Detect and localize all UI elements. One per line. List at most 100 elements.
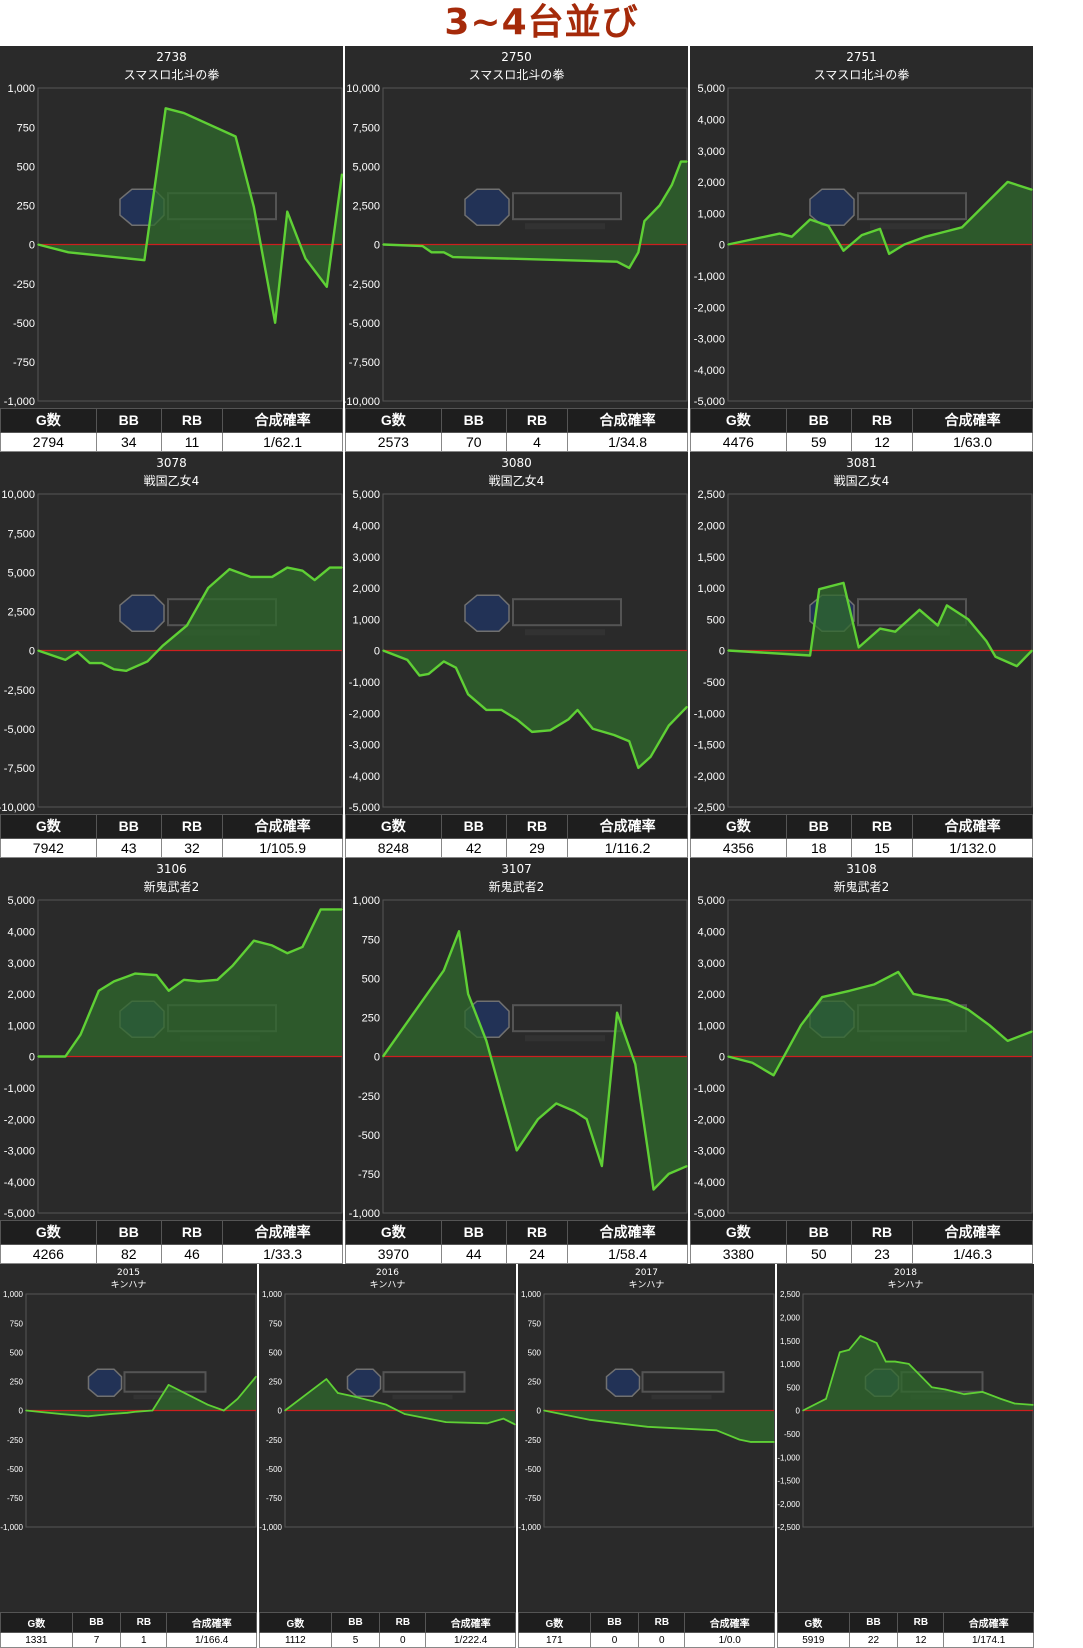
data-point: [879, 627, 881, 630]
data-point: [255, 1375, 257, 1378]
data-point: [385, 1403, 387, 1406]
stats-header: BB: [440, 814, 507, 839]
data-point: [37, 1055, 39, 1058]
data-point: [231, 964, 234, 967]
data-point: [64, 1055, 67, 1058]
y-tick-label: 0: [19, 1407, 24, 1416]
machine-number: 2738: [156, 50, 187, 64]
data-point: [637, 767, 640, 769]
data-point: [825, 1398, 827, 1400]
chart-svg: 2750 スマスロ北斗の拳 10,000 7,500 5,000 2,500 0 -2,500…: [345, 50, 688, 408]
data-point: [727, 649, 729, 652]
machine-model: スマスロ北斗の拳: [124, 67, 220, 82]
y-tick-label: 10,000: [346, 83, 380, 95]
data-point: [1031, 649, 1033, 652]
machine-number: 3107: [501, 862, 532, 876]
y-tick-label: 1,000: [521, 1290, 542, 1299]
data-point: [445, 1421, 447, 1423]
data-point: [458, 930, 460, 933]
y-tick-label: -4,000: [349, 771, 380, 783]
stats-table: G数 BB RB 合成確率 171 0 0 1/0.0: [518, 1612, 775, 1648]
stat-games: 4266: [0, 1243, 97, 1265]
y-tick-label: 0: [719, 646, 725, 658]
stat-bb: 7: [71, 1632, 122, 1648]
watermark-logo: [346, 1368, 466, 1400]
machine-model: キンハナ: [370, 1279, 406, 1290]
stat-rate: 1/105.9: [222, 837, 343, 859]
stats-table: G数 BB RB 合成確率 8248 42 29 1/116.2: [345, 814, 688, 859]
y-tick-label: -2,500: [4, 685, 35, 697]
y-tick-label: -3,000: [694, 334, 725, 346]
stats-header: 合成確率: [943, 1612, 1034, 1633]
data-point: [908, 1363, 910, 1365]
data-point: [155, 974, 158, 976]
y-tick-label: -7,500: [349, 357, 380, 369]
data-point: [643, 220, 646, 222]
data-point: [897, 971, 900, 973]
stats-header: 合成確率: [222, 814, 343, 839]
data-point: [912, 993, 915, 995]
stat-games: 1112: [259, 1632, 332, 1648]
machine-number: 3106: [156, 862, 187, 876]
y-tick-label: -1,500: [777, 1477, 800, 1486]
y-tick-label: 250: [528, 1378, 542, 1387]
stats-header: BB: [589, 1612, 640, 1633]
stats-header: G数: [345, 814, 442, 839]
y-tick-label: -5,000: [694, 396, 725, 408]
y-tick-label: -1,500: [694, 740, 725, 752]
y-tick-label: -4,000: [694, 365, 725, 377]
data-point: [857, 646, 860, 649]
data-point: [671, 184, 673, 186]
data-point: [486, 1422, 489, 1425]
machine-number: 2016: [376, 1268, 399, 1278]
stat-games: 2573: [345, 431, 442, 453]
stats-header: BB: [330, 1612, 381, 1633]
y-tick-label: 2,500: [697, 489, 725, 501]
chart-panel-3107: 3107 新鬼武者2 1,000 750 500 250 0 -250 -500 -750 -1,0…: [345, 858, 688, 1265]
y-tick-label: -500: [784, 1430, 801, 1439]
chart-panel-3078: 3078 戦国乙女4 10,000 7,500 5,000 2,500 0 -2,500 -5,…: [0, 452, 343, 859]
data-point: [567, 718, 570, 721]
y-tick-label: 750: [362, 934, 380, 946]
data-point: [873, 983, 875, 986]
chart-panel-3081: 3081 戦国乙女4 2,500 2,000 1,500 1,000 500 0 -500 -1,…: [690, 452, 1033, 859]
chart-svg: 3078 戦国乙女4 10,000 7,500 5,000 2,500 0 -2,500 -5,…: [0, 456, 343, 814]
stats-header: G数: [345, 408, 442, 433]
series-area: [38, 567, 342, 671]
y-tick-label: -1,000: [694, 708, 725, 720]
data-point: [151, 1409, 154, 1412]
data-point: [79, 1033, 82, 1036]
stats-header: G数: [0, 408, 97, 433]
data-point: [110, 1413, 112, 1415]
y-tick-label: 4,000: [697, 927, 725, 939]
data-point: [515, 718, 518, 721]
data-point: [319, 908, 322, 911]
y-tick-label: 250: [17, 201, 35, 213]
machine-model: 戦国乙女4: [834, 473, 890, 488]
y-tick-label: -5,000: [694, 1208, 725, 1220]
data-point: [967, 1008, 969, 1011]
y-tick-label: -500: [358, 1130, 380, 1142]
data-point: [500, 1094, 503, 1097]
stats-header: BB: [785, 408, 852, 433]
stats-header: 合成確率: [912, 814, 1033, 839]
series-area: [285, 1379, 515, 1425]
chart-panel-2751: 2751 スマスロ北斗の拳 5,000 4,000 3,000 2,000 1,000 0 -1…: [690, 46, 1033, 453]
data-point: [1031, 1030, 1033, 1033]
data-point: [842, 582, 845, 584]
y-tick-label: 1,000: [697, 583, 725, 595]
data-point: [1016, 665, 1018, 667]
stats-header: RB: [160, 814, 224, 839]
y-tick-label: -7,500: [4, 763, 35, 775]
stats-header: BB: [440, 408, 507, 433]
stat-rb: 23: [850, 1243, 914, 1265]
data-point: [406, 659, 409, 661]
data-point: [727, 243, 729, 246]
y-tick-label: 0: [796, 1407, 801, 1416]
machine-model: 新鬼武者2: [489, 879, 545, 894]
data-point: [25, 1409, 27, 1412]
y-tick-label: -4,000: [4, 1177, 35, 1189]
y-tick-label: 4,000: [7, 927, 35, 939]
stat-games: 4476: [690, 431, 787, 453]
